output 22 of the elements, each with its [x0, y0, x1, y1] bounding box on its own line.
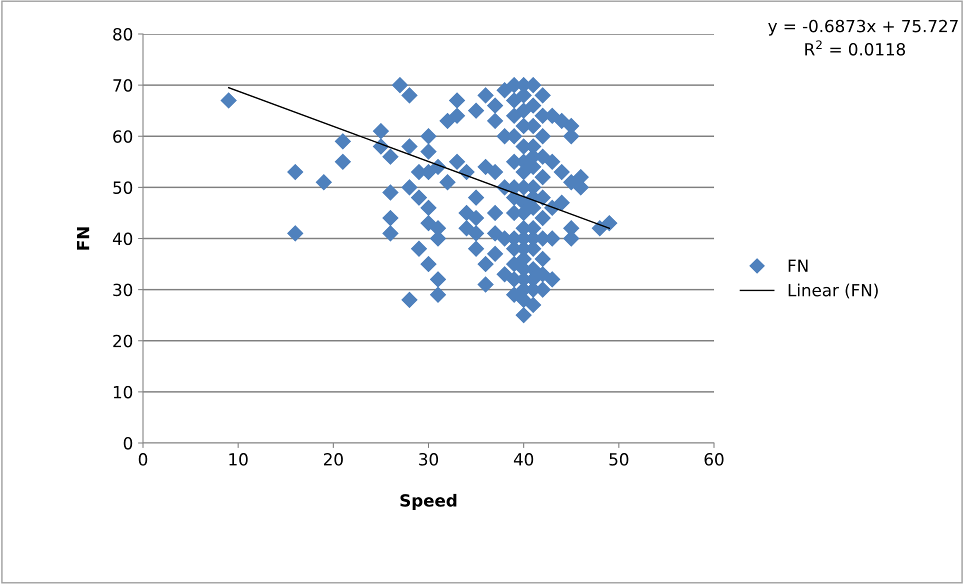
legend-label: Linear (FN) [788, 284, 878, 298]
x-tick-label: 60 [704, 453, 724, 466]
x-tick-label: 30 [419, 453, 438, 466]
x-tick-label: 0 [138, 453, 148, 466]
y-axis-title: FN [77, 227, 90, 250]
text: y = -0.6873x + 75.727 [768, 20, 958, 36]
y-tick-label: 10 [114, 386, 132, 398]
x-axis-title: Speed [400, 494, 456, 510]
y-tick-label: 70 [113, 79, 132, 92]
x-tick-label: 50 [610, 453, 628, 466]
y-tick-label: 60 [113, 130, 132, 143]
legend-label: FN [788, 260, 808, 272]
x-tick-label: 40 [514, 453, 534, 466]
x-tick-label: 10 [229, 453, 248, 466]
y-tick-label: 30 [113, 284, 132, 296]
y-tick-label: 50 [113, 181, 132, 194]
y-tick-label: 80 [113, 28, 132, 41]
y-tick-label: 20 [113, 334, 132, 348]
x-tick-label: 20 [324, 453, 343, 466]
y-tick-label: 40 [112, 232, 132, 246]
text: R$^{2}$ = 0.0118 [805, 40, 906, 56]
y-tick-label: 0 [124, 436, 132, 450]
